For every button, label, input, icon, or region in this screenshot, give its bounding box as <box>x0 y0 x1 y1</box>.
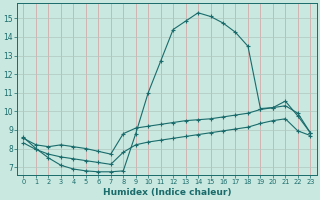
X-axis label: Humidex (Indice chaleur): Humidex (Indice chaleur) <box>103 188 231 197</box>
